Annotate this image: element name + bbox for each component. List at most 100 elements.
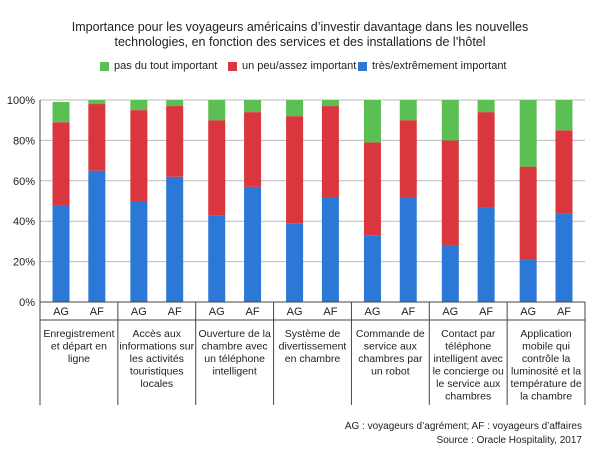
sub-category-label: AF [557,306,571,318]
bar-segment-green [321,100,339,107]
sub-category-label: AF [246,306,260,318]
y-tick-label: 100% [7,95,35,107]
y-tick-label: 20% [13,257,35,269]
legend-label-red: un peu/assez important [242,60,357,72]
legend-item-green: pas du tout important [100,60,217,72]
bar-segment-green [244,100,262,113]
bar-segment-blue [286,223,304,302]
sub-category-label: AG [53,306,69,318]
bar-segment-green [477,100,495,113]
bar-segment-blue [321,196,339,302]
bar-segment-green [52,102,70,123]
bar-segment-blue [88,170,106,302]
category-label-line: Système de [285,328,341,340]
category-label-line: intelligent avec [433,353,502,365]
chart-title-line-1: Importance pour les voyageurs américains… [71,20,529,34]
sub-category-label: AG [131,306,147,318]
category-label-line: en chambre [285,353,341,365]
legend-swatch-green [100,61,109,71]
sub-category-label: AF [479,306,493,318]
bar-segment-red [555,130,573,214]
category-label-line: un robot [371,366,410,378]
bar-segment-red [441,140,459,246]
category-label-line: service aux [364,341,418,353]
legend-item-blue: très/extrêmement important [358,60,507,72]
category-label-line: la chambre [520,391,572,403]
bar-segment-red [208,120,226,216]
category-label-line: chambres par [358,353,423,365]
sub-category-label: AG [442,306,458,318]
category-label-line: intelligent [212,366,256,378]
sub-category-label: AF [168,306,182,318]
bar-segment-blue [441,245,459,302]
category-label-line: mobile qui [522,341,570,353]
category-label-line: le concierge ou [433,366,504,378]
y-tick-label: 40% [13,216,35,228]
bar-segment-green [399,100,417,121]
sub-category-label: AG [520,306,536,318]
bar-segment-red [399,120,417,197]
category-label-line: un téléphone [204,353,265,365]
category-label-line: téléphone [445,341,491,353]
bar-segment-green [130,100,148,111]
legend-item-red: un peu/assez important [228,60,356,72]
bar-segment-blue [166,176,184,302]
category-label-line: Contact par [441,328,496,340]
bar-segment-red [286,116,304,224]
chart-title: Importance pour les voyageurs américains… [0,20,600,50]
footer-source: Source : Oracle Hospitality, 2017 [436,435,582,446]
category-label-line: les activités [130,353,184,365]
y-tick-label: 80% [13,135,35,147]
category-label-line: le service aux [436,378,501,390]
sub-category-label: AF [401,306,415,318]
bar-segment-red [166,106,184,177]
category-label-line: touristiques [130,366,184,378]
bar-segment-red [244,112,262,187]
bar-segment-blue [52,205,70,302]
bar-segment-green [286,100,304,117]
bar-segment-blue [244,186,262,302]
category-label-line: température de [510,378,581,390]
bar-segment-red [88,104,106,171]
bar-segment-green [88,100,106,105]
sub-category-label: AG [287,306,303,318]
category-label-line: locales [140,378,173,390]
bar-segment-red [519,166,537,260]
bar-segment-blue [130,201,148,302]
legend-swatch-blue [358,61,367,71]
bar-segment-blue [363,235,381,302]
legend-label-green: pas du tout important [114,60,218,72]
bar-segment-red [52,122,70,206]
y-tick-label: 60% [13,176,35,188]
bar-segment-green [441,100,459,141]
legend-label-blue: très/extrêmement important [372,60,507,72]
category-label-line: divertissement [279,341,347,353]
bar-segment-blue [399,196,417,302]
bar-segment-red [130,110,148,201]
bar-segment-green [363,100,381,143]
category-label-line: Application [520,328,572,340]
category-label-line: et départ en [51,341,107,353]
category-label-line: chambres [445,391,491,403]
bar-segment-blue [477,207,495,302]
y-tick-label: 0% [19,297,35,309]
sub-category-label: AG [209,306,225,318]
bar-segment-blue [519,259,537,302]
sub-category-label: AF [323,306,337,318]
category-label-line: contrôle la [522,353,571,365]
bar-segment-green [555,100,573,131]
bar-segment-red [321,106,339,197]
chart-title-line-2: technologies, en fonction des services e… [114,35,486,49]
bar-segment-green [208,100,226,121]
category-label-line: ligne [68,353,90,365]
category-label-line: Commande de [356,328,425,340]
category-label-line: luminosité et la [511,366,581,378]
sub-category-label: AG [364,306,380,318]
bar-segment-green [166,100,184,107]
bar-segment-blue [555,213,573,302]
category-label-line: Accès aux [133,328,182,340]
bar-segment-green [519,100,537,167]
category-label-line: informations sur [119,341,194,353]
category-label-line: Enregistrement [43,328,114,340]
